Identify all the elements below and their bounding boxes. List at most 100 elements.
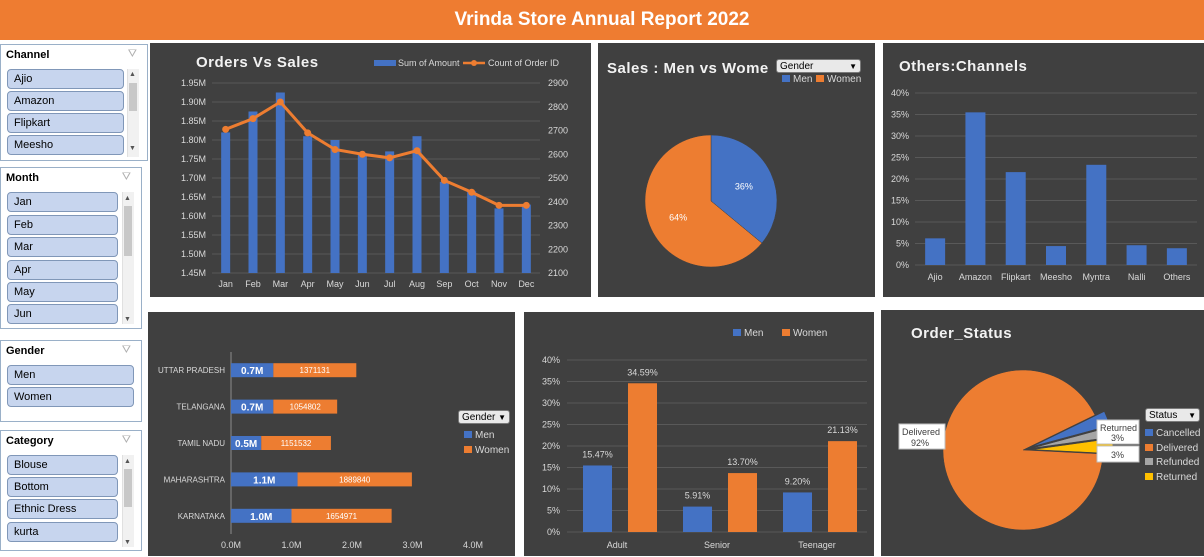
slicer-item-ethnic-dress[interactable]: Ethnic Dress (7, 499, 118, 519)
y-tick-label: 30% (542, 398, 560, 408)
bar (248, 111, 258, 273)
bar (1005, 172, 1026, 265)
y-tick-label: 10% (542, 484, 560, 494)
series-line (225, 100, 527, 207)
y2-tick-label: 2900 (548, 78, 568, 88)
scroll-down-icon[interactable]: ▼ (124, 539, 131, 546)
scroll-up-icon[interactable]: ▲ (124, 458, 131, 465)
slicer-item-apr[interactable]: Apr (7, 260, 118, 280)
clear-filter-icon[interactable]: ⛛ (121, 434, 131, 446)
x-tick-label: 2.0M (342, 540, 362, 550)
bar-women (261, 436, 331, 450)
slicer-item-amazon[interactable]: Amazon (7, 91, 124, 111)
y-tick-label: 20% (542, 441, 560, 451)
y2-tick-label: 2200 (548, 244, 568, 254)
bar (439, 181, 449, 273)
clear-filter-icon[interactable]: ⛛ (121, 344, 131, 356)
data-label: 5.91% (685, 491, 711, 501)
legend-men-label: Men (475, 430, 494, 441)
pie-slice (710, 134, 778, 244)
y-tick-label: 1.95M (181, 78, 206, 88)
y-tick-label: TELANGANA (177, 403, 226, 412)
x-tick-label: Senior (704, 540, 730, 550)
slicer-item-kurta[interactable]: kurta (7, 522, 118, 542)
gender-filter-dropdown[interactable]: Gender ▼ (776, 59, 861, 73)
x-tick-label: Others (1163, 272, 1191, 282)
sales-men-women-panel: Sales : Men vs Wome Gender ▼ 36% 64% Men Wo… (598, 43, 875, 297)
slicer-item-meesho[interactable]: Meesho (7, 135, 124, 155)
slicer-item-feb[interactable]: Feb (7, 215, 118, 235)
others-channels-panel: Others:Channels 0% 5% 10% 15% 20% 25% 30% 35% 40… (883, 43, 1204, 297)
scrollbar-thumb[interactable] (124, 206, 132, 256)
callout-text: 3% (1111, 450, 1124, 460)
data-label: 1151532 (281, 439, 312, 448)
bar (1166, 248, 1187, 265)
bar (357, 153, 367, 273)
y-tick-label: 10% (891, 217, 909, 227)
legend-returned-label: Returned (1156, 472, 1197, 483)
slicer-item-flipkart[interactable]: Flipkart (7, 113, 124, 133)
scroll-down-icon[interactable]: ▼ (129, 145, 136, 152)
slicer-item-ajio[interactable]: Ajio (7, 69, 124, 89)
gender-filter-dropdown[interactable]: Gender ▼ (458, 410, 510, 424)
bar (467, 191, 477, 273)
scroll-up-icon[interactable]: ▲ (129, 71, 136, 78)
legend-women-label: Women (793, 328, 827, 339)
legend-refunded-label: Refunded (1156, 457, 1199, 468)
x-tick-label: Amazon (959, 272, 992, 282)
x-tick-label: Adult (607, 540, 628, 550)
data-label: 1654971 (326, 512, 358, 521)
slicer-item-blouse[interactable]: Blouse (7, 455, 118, 475)
line-point (413, 147, 421, 155)
slicer-item-men[interactable]: Men (7, 365, 134, 385)
slicer-month: Month ⛛ Jan Feb Mar Apr May Jun ▲ ▼ (0, 167, 142, 329)
callout-text: 3% (1111, 433, 1124, 443)
legend-women-swatch (782, 329, 790, 336)
x-tick-label: Jul (384, 279, 396, 289)
legend-delivered-label: Delivered (1156, 443, 1198, 454)
callout-text: Delivered (902, 427, 940, 437)
bar (275, 92, 285, 273)
x-tick-label: 3.0M (402, 540, 422, 550)
pie-slice-delivered (942, 369, 1104, 531)
callout-box (1096, 445, 1140, 463)
legend-women-swatch (816, 75, 824, 82)
y-tick-label: 1.80M (181, 135, 206, 145)
slicer-item-women[interactable]: Women (7, 387, 134, 407)
legend-title: Gender (780, 61, 814, 72)
clear-filter-icon[interactable]: ⛛ (127, 48, 137, 60)
slicer-item-bottom[interactable]: Bottom (7, 477, 118, 497)
scrollbar-thumb[interactable] (124, 469, 132, 507)
legend-marker (471, 60, 477, 66)
data-label: 0.7M (241, 403, 263, 414)
scroll-up-icon[interactable]: ▲ (124, 195, 131, 202)
line-point (386, 154, 394, 162)
bar (494, 208, 504, 273)
x-tick-label: Teenager (798, 540, 836, 550)
x-tick-label: Apr (301, 279, 315, 289)
slicer-item-jun[interactable]: Jun (7, 304, 118, 324)
clear-filter-icon[interactable]: ⛛ (121, 171, 131, 183)
y-tick-label: 0% (547, 527, 560, 537)
slicer-item-jan[interactable]: Jan (7, 192, 118, 212)
bar-men (583, 465, 612, 532)
bar (303, 136, 313, 273)
slicer-item-mar[interactable]: Mar (7, 237, 118, 257)
data-label: 0.5M (235, 439, 257, 450)
y2-tick-label: 2300 (548, 221, 568, 231)
x-tick-label: Jun (355, 279, 370, 289)
data-label: 1371131 (300, 366, 331, 375)
chart-title: Orders Vs Sales (196, 54, 319, 71)
bar-men (683, 506, 712, 532)
slicer-channel: Channel ⛛ Ajio Amazon Flipkart Meesho ▲ … (0, 44, 148, 161)
data-label: 9.20% (785, 476, 811, 486)
slicer-gender: Gender ⛛ Men Women (0, 340, 142, 422)
scroll-down-icon[interactable]: ▼ (124, 316, 131, 323)
slicer-item-may[interactable]: May (7, 282, 118, 302)
legend-men-swatch (782, 75, 790, 82)
scrollbar-thumb[interactable] (129, 83, 137, 111)
data-label: 1.1M (253, 475, 275, 486)
y-tick-label: 1.45M (181, 268, 206, 278)
status-filter-dropdown[interactable]: Status ▼ (1145, 408, 1200, 422)
line-point (440, 176, 448, 184)
